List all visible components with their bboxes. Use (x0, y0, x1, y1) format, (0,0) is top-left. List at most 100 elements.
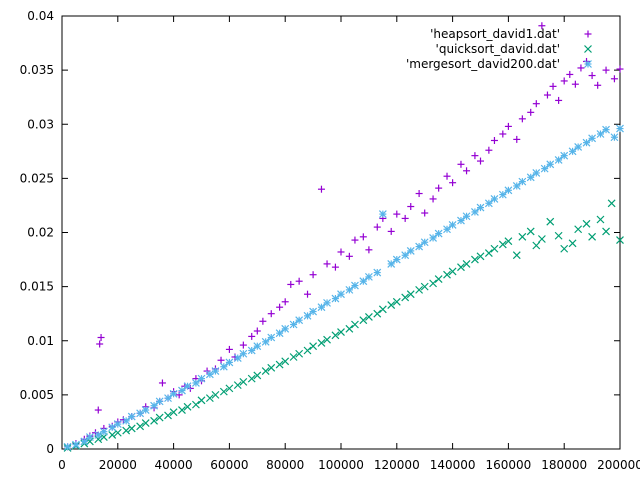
data-point (267, 363, 276, 372)
data-point (476, 252, 485, 261)
data-point (574, 143, 583, 151)
y-tick-label: 0.035 (20, 63, 54, 77)
plot-frame (61, 15, 621, 450)
data-point (588, 232, 597, 241)
data-point (538, 22, 546, 30)
data-point (155, 413, 164, 422)
data-point (225, 358, 234, 367)
data-point (504, 237, 513, 246)
data-point (448, 220, 457, 229)
legend: 'heapsort_david1.dat''quicksort_david.da… (406, 27, 592, 71)
data-point (512, 251, 521, 260)
data-point (490, 136, 498, 144)
x-tick-label: 0 (58, 458, 66, 472)
data-point (560, 77, 568, 85)
data-point (122, 426, 131, 435)
x-tick-label: 40000 (155, 458, 193, 472)
data-point (337, 328, 345, 337)
data-point (406, 246, 415, 255)
data-point (225, 345, 233, 353)
data-point (392, 297, 401, 306)
data-point (351, 320, 359, 329)
data-point (532, 241, 541, 250)
data-point (178, 406, 186, 414)
data-point (490, 195, 499, 203)
data-point (477, 157, 484, 165)
data-point (261, 337, 270, 346)
data-point (568, 239, 577, 248)
data-point (108, 431, 117, 439)
y-tick-label: 0.025 (20, 171, 54, 185)
data-point (345, 324, 354, 333)
data-point (113, 420, 122, 429)
data-point (602, 227, 610, 236)
data-point (197, 374, 206, 383)
data-point (457, 216, 465, 225)
data-point (434, 275, 443, 283)
data-point (373, 223, 381, 231)
y-tick-label: 0.005 (20, 388, 54, 402)
data-point (420, 238, 429, 247)
data-point (164, 394, 172, 403)
data-point (303, 311, 312, 320)
data-point (560, 151, 569, 160)
data-point (504, 186, 513, 195)
data-point (259, 317, 267, 325)
data-point (317, 185, 325, 193)
data-point (150, 416, 158, 425)
data-point (364, 313, 373, 321)
data-point (359, 316, 368, 325)
data-point (351, 236, 359, 244)
x-tick-label: 120000 (374, 458, 420, 472)
data-point (287, 280, 295, 288)
data-point (295, 349, 304, 358)
data-point (247, 346, 256, 355)
data-point (532, 169, 541, 177)
x-tick-label: 140000 (430, 458, 476, 472)
data-point (183, 402, 192, 411)
data-point (457, 263, 465, 272)
data-point (183, 382, 192, 391)
data-point (484, 199, 493, 208)
data-point (373, 309, 382, 318)
data-point (289, 353, 298, 361)
y-tick-label: 0.01 (27, 334, 54, 348)
data-point (577, 64, 585, 72)
data-point (219, 362, 228, 371)
legend-marker (584, 60, 592, 68)
data-point (554, 156, 563, 164)
data-point (457, 160, 465, 168)
data-point (317, 338, 326, 347)
data-point (364, 272, 373, 281)
data-point (463, 167, 471, 175)
data-point (602, 66, 610, 74)
data-point (378, 210, 387, 219)
data-point (275, 360, 284, 369)
data-point (150, 401, 158, 410)
data-point (85, 433, 94, 442)
x-tick-label: 100000 (318, 458, 364, 472)
data-point (239, 341, 247, 349)
data-point (122, 416, 131, 425)
data-point (253, 327, 261, 335)
data-point (602, 125, 610, 134)
data-point (401, 293, 410, 302)
data-point (596, 215, 605, 224)
data-point (415, 285, 424, 294)
data-point (387, 259, 396, 268)
data-point (518, 232, 527, 241)
data-point (225, 384, 234, 393)
data-point (616, 65, 624, 73)
data-point (434, 229, 443, 238)
data-point (594, 81, 602, 89)
data-point (387, 227, 395, 235)
data-point (527, 108, 535, 116)
data-point (518, 177, 527, 186)
data-point (127, 412, 136, 421)
data-point (415, 242, 424, 251)
y-tick-label: 0.03 (27, 117, 54, 131)
x-tick-label: 60000 (210, 458, 248, 472)
data-point (247, 374, 256, 383)
data-point (568, 147, 577, 156)
data-point (80, 437, 89, 446)
